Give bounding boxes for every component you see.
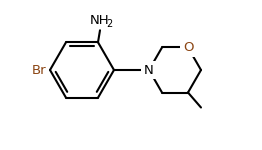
Text: Br: Br [31,63,46,76]
Text: NH: NH [90,14,110,27]
Text: O: O [183,41,193,54]
Text: N: N [144,63,154,76]
Text: 2: 2 [106,19,113,29]
